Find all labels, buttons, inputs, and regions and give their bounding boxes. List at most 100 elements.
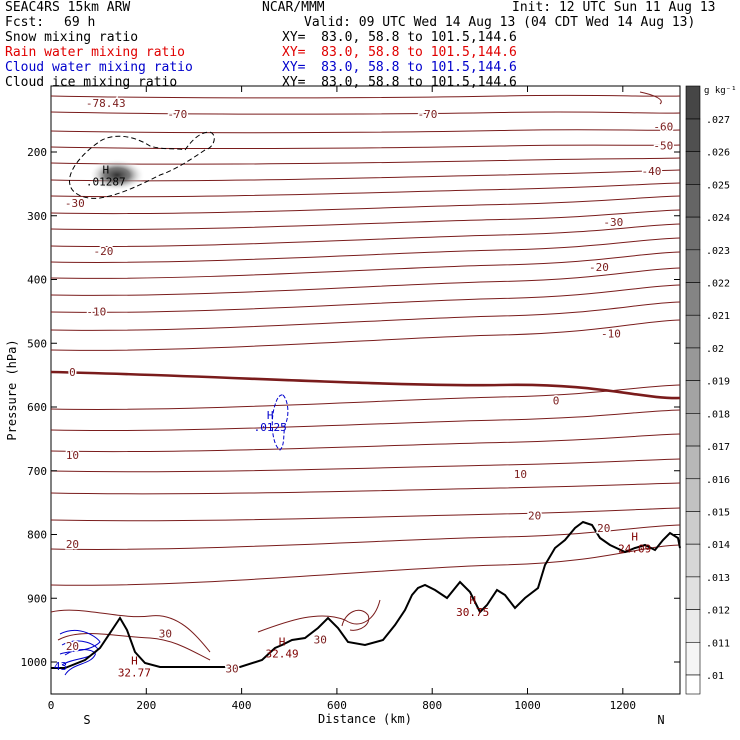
isotherm-line (50, 284, 681, 313)
isotherm-label: -10 (86, 305, 106, 318)
colorbar-band (685, 674, 701, 695)
colorbar-label: .014 (706, 540, 730, 551)
field-cloud-water-xy: XY= 83.0, 58.8 to 101.5,144.6 (282, 60, 517, 75)
field-snow-xy: XY= 83.0, 58.8 to 101.5,144.6 (282, 30, 517, 45)
isotherm-line (50, 384, 681, 410)
terrain-outline (51, 520, 681, 669)
init-time: Init: 12 UTC Sun 11 Aug 13 (512, 0, 716, 15)
extremum-marker: H (131, 655, 138, 668)
extremum-marker: H (267, 409, 274, 422)
colorbar-label: .026 (706, 148, 730, 159)
extremum-value: 24.09 (618, 542, 651, 555)
isotherm-line (50, 237, 681, 263)
colorbar-band (685, 282, 701, 316)
contour-labels: -78.43 -70 -70 -60 -50 -40 -30 -30 -20 -20 -10 -10 0… (54, 95, 675, 680)
center-title: NCAR/MMM (262, 0, 325, 15)
isotherm-line (50, 507, 681, 522)
field-cloud-water-name: Cloud water mixing ratio (5, 60, 193, 75)
field-rain-xy: XY= 83.0, 58.8 to 101.5,144.6 (282, 45, 517, 60)
isotherm-line (50, 157, 681, 165)
isotherm-line (50, 544, 681, 586)
temperature-contours (50, 91, 681, 661)
isotherm-label: 20 (528, 509, 541, 522)
extremum-marker: H (469, 594, 476, 607)
north-label: N (657, 713, 664, 727)
isotherm-line (257, 599, 381, 633)
extremum-marker: H (279, 635, 286, 648)
terrain-line (51, 520, 681, 669)
isotherm-label: -10 (601, 328, 621, 341)
isotherm-line (50, 169, 681, 182)
snow-maximum-shading (89, 159, 145, 191)
extremum-value: 32.77 (118, 667, 151, 680)
colorbar-label: .022 (706, 279, 730, 290)
x-tick-label: 400 (232, 699, 252, 712)
colorbar-band (685, 151, 701, 185)
colorbar-label: .012 (706, 606, 730, 617)
isotherm-line (50, 433, 681, 453)
colorbar-band (685, 543, 701, 578)
isotherm-label: 30 (225, 662, 238, 675)
y-tick-label: 200 (27, 146, 47, 159)
colorbar-label: .017 (706, 442, 730, 453)
isotherm-label: -30 (65, 197, 85, 210)
colorbar-label: .016 (706, 475, 730, 486)
isotherm-label: -70 (418, 108, 438, 121)
isotherm-line (50, 111, 681, 115)
colorbar-label: .02 (706, 344, 724, 355)
isotherm-line (50, 319, 681, 351)
isotherm-line (50, 251, 681, 279)
colorbar-band (685, 216, 701, 251)
y-tick-label: 400 (27, 274, 47, 287)
x-tick-label: 200 (136, 699, 156, 712)
isotherm-line (50, 267, 681, 296)
isotherm-label: 20 (597, 522, 610, 535)
isotherm-label: -70 (167, 108, 187, 121)
isotherm-label: -50 (653, 140, 673, 153)
south-label: S (83, 713, 90, 727)
isotherm-line (50, 195, 681, 215)
colorbar-band (685, 445, 701, 480)
isotherm-label: 20 (66, 538, 79, 551)
colorbar-band (685, 347, 701, 381)
cloud-ice-contour (69, 131, 215, 199)
colorbar: .027 .026 .025 .024 .023 .022 .021 .02 .019 .018.… (685, 85, 737, 695)
isotherm-label: -60 (653, 121, 673, 134)
valid-time: Valid: 09 UTC Wed 14 Aug 13 (04 CDT Wed … (304, 15, 696, 30)
colorbar-label: .024 (706, 213, 730, 224)
isotherm-line (50, 482, 681, 495)
isotherm-line (50, 182, 681, 198)
y-tick-label: 500 (27, 337, 47, 350)
isotherm-label: 20 (66, 640, 79, 653)
isotherm-label: -78.43 (86, 97, 126, 110)
y-tick-label: 700 (27, 465, 47, 478)
isotherm-line (50, 409, 681, 432)
snow-mixing-ratio-shading (69, 131, 215, 199)
colorbar-band (685, 85, 701, 120)
colorbar-band (685, 641, 701, 676)
cloud-contours (59, 394, 289, 676)
field-snow-name: Snow mixing ratio (5, 30, 139, 45)
extremum-marker: H (102, 164, 109, 177)
isotherm-label: 10 (66, 449, 79, 462)
colorbar-band (685, 609, 701, 643)
extremum-value: .0125 (254, 421, 287, 434)
isotherm-label: -20 (93, 245, 113, 258)
cloud-water-contour (271, 394, 289, 451)
isotherm-label: 30 (159, 627, 172, 640)
y-tick-label: 300 (27, 210, 47, 223)
isotherm-line (50, 458, 681, 473)
colorbar-label: .015 (706, 507, 730, 518)
extremum-value: 30.75 (456, 606, 489, 619)
isotherm-label: 30 (314, 634, 327, 647)
colorbar-band (685, 249, 701, 283)
forecast-hours: 69 h (64, 15, 96, 30)
colorbar-band (685, 314, 701, 349)
x-tick-label: 600 (327, 699, 347, 712)
colorbar-band (685, 380, 701, 414)
field-rain-name: Rain water mixing ratio (5, 45, 186, 60)
extremum-value: 32.49 (266, 647, 299, 660)
extremum-marker: H (631, 530, 638, 543)
colorbar-label: .027 (706, 115, 730, 126)
